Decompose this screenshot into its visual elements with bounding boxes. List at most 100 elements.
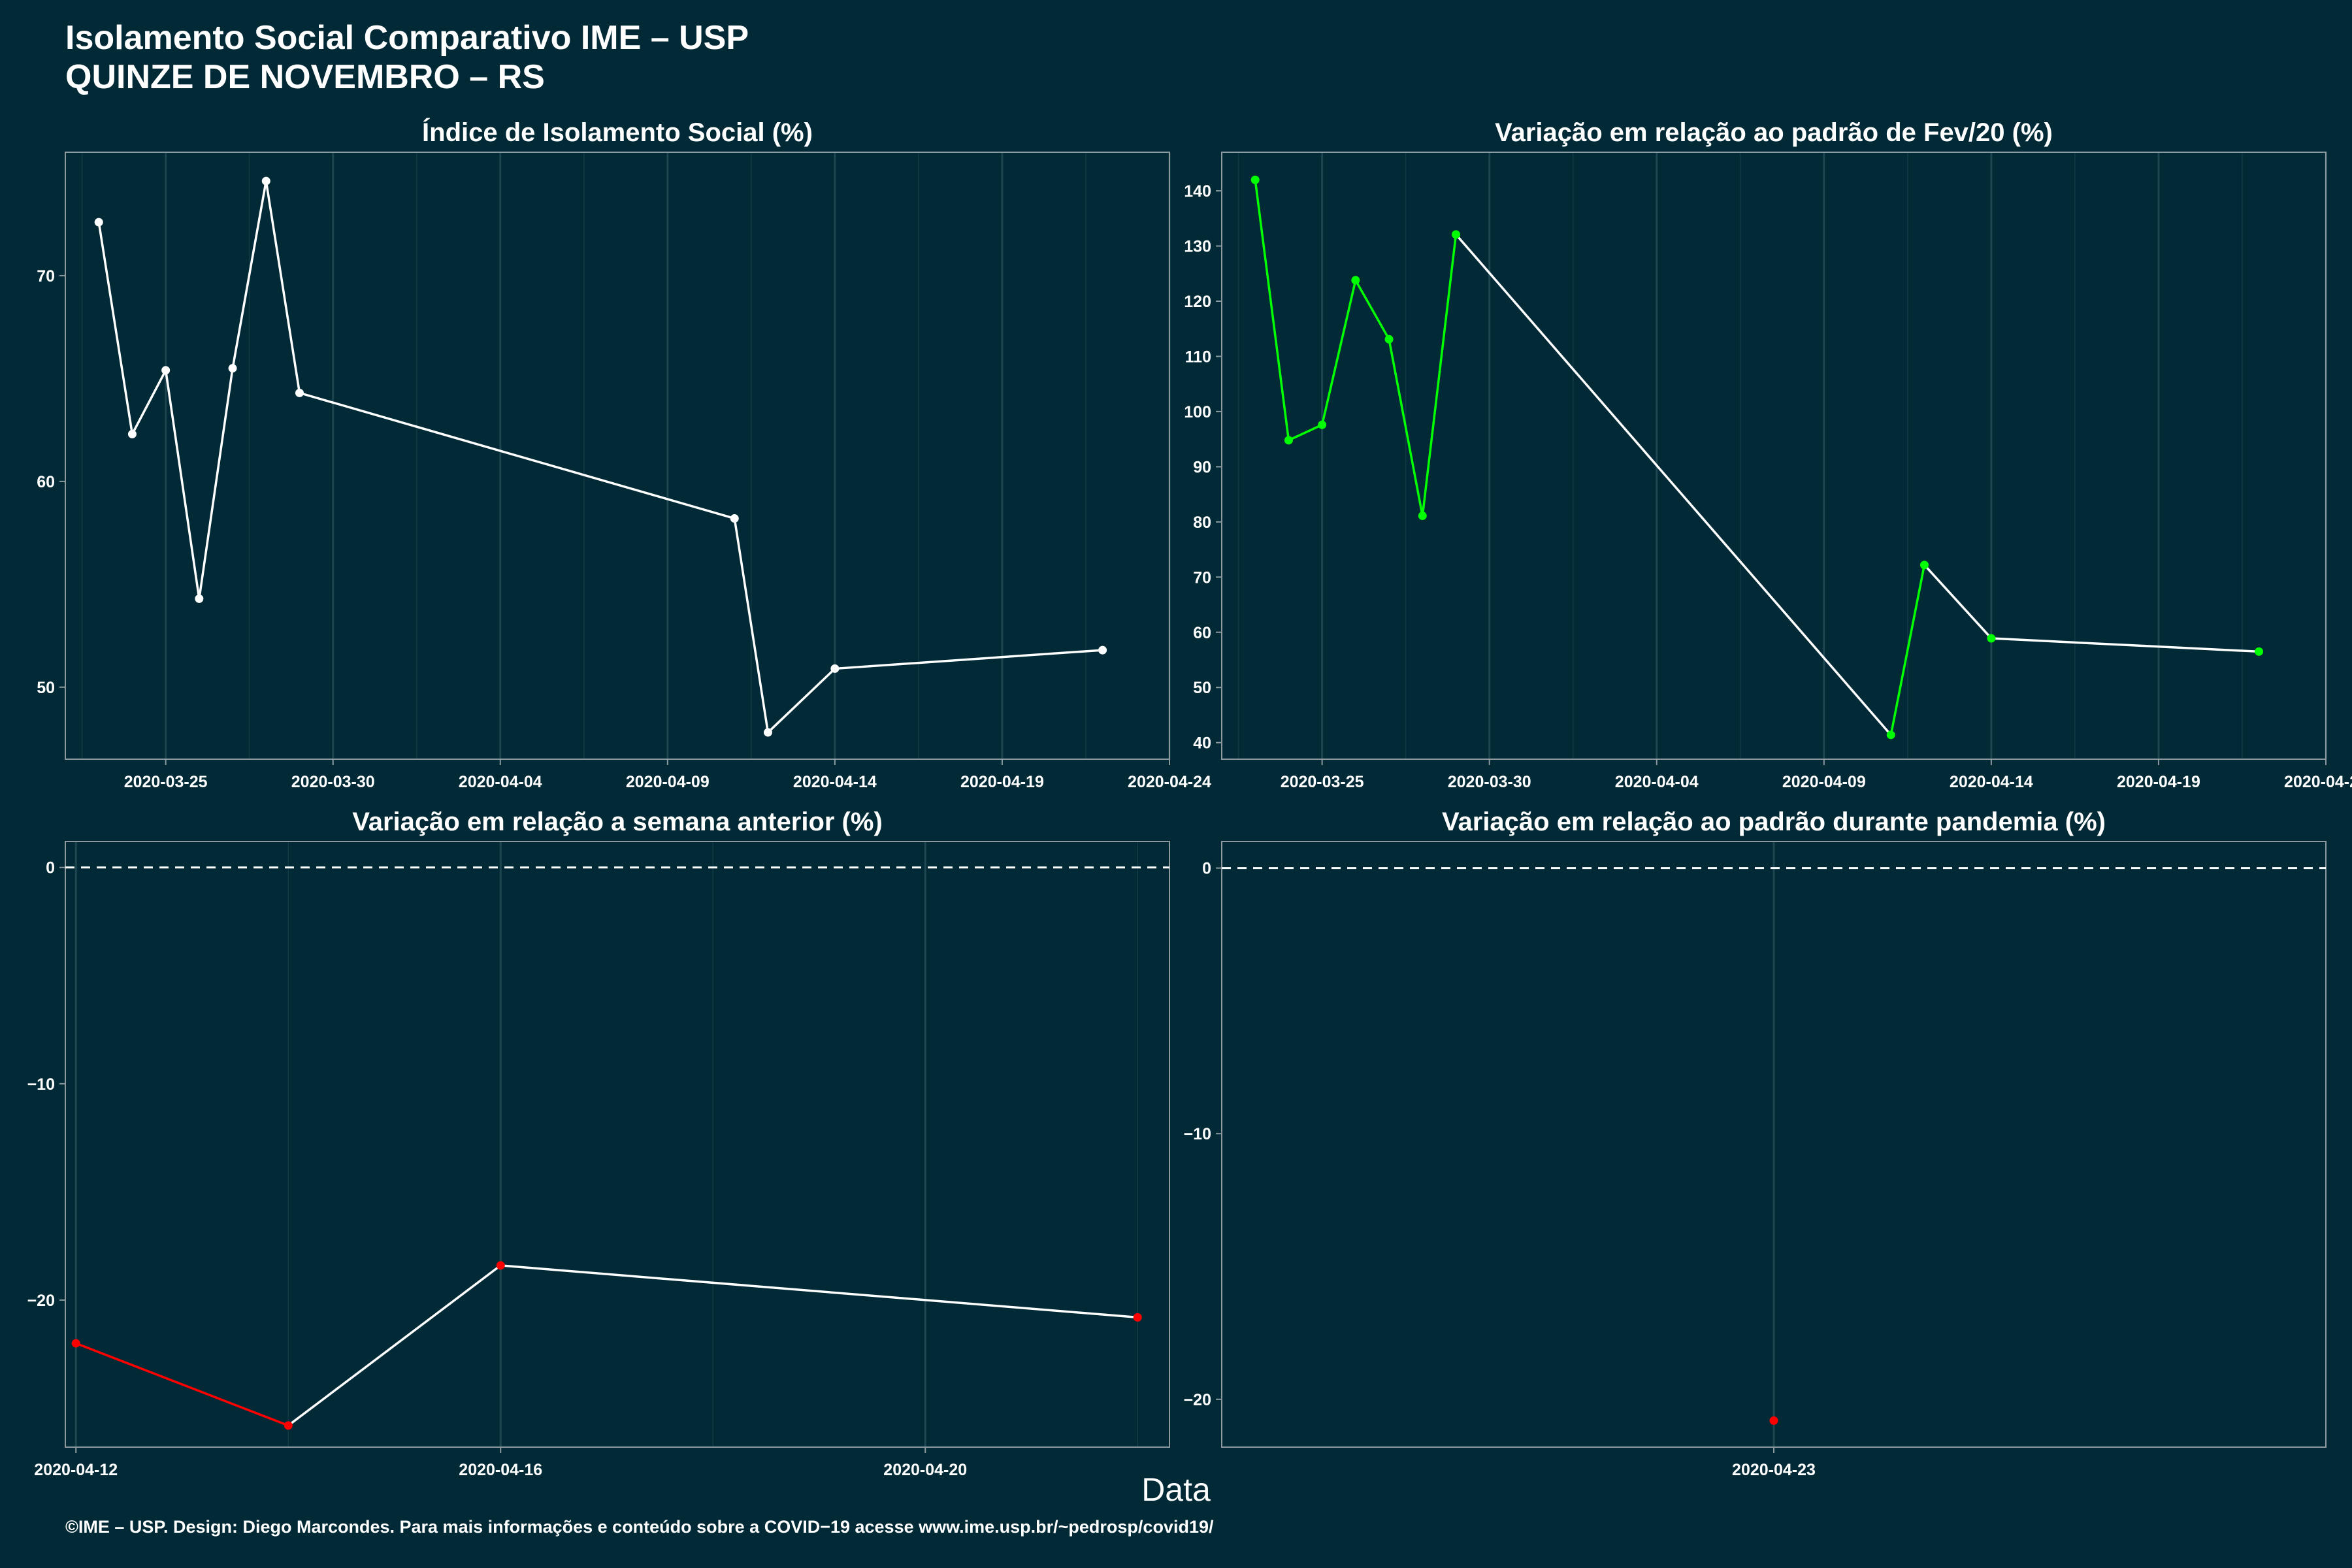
panel-title: Variação em relação ao padrão de Fev/20 … — [1495, 118, 2053, 147]
data-point — [1886, 730, 1895, 740]
data-point — [1451, 230, 1460, 239]
chart-panel-3: Variação em relação a semana anterior (%… — [27, 808, 1170, 1479]
series-segment — [97, 221, 134, 436]
data-point — [1284, 436, 1293, 445]
x-tick-label: 2020-04-24 — [2284, 773, 2352, 791]
series-segment — [298, 391, 736, 520]
y-tick-label: 70 — [1193, 568, 1211, 587]
series-segment — [733, 517, 770, 734]
x-tick-label: 2020-04-19 — [960, 773, 1044, 791]
series-segment — [1254, 178, 1290, 442]
y-tick-label: 140 — [1184, 182, 1211, 201]
data-point — [730, 514, 739, 523]
chart-title-line1: Isolamento Social Comparativo IME – USP — [65, 19, 749, 57]
x-tick-label: 2020-03-30 — [1448, 773, 1531, 791]
data-point — [261, 176, 270, 186]
data-point — [1250, 175, 1260, 184]
data-point — [1133, 1313, 1142, 1322]
data-point — [1351, 276, 1360, 285]
x-tick-label: 2020-03-25 — [124, 773, 208, 791]
y-tick-label: 100 — [1184, 403, 1211, 421]
series-segment — [1889, 563, 1926, 736]
data-point — [127, 429, 137, 438]
data-point — [284, 1421, 293, 1430]
data-point — [195, 594, 204, 603]
plot-area — [1222, 152, 2326, 759]
y-tick-label: 130 — [1184, 238, 1211, 256]
panel-title: Variação em relação a semana anterior (%… — [352, 808, 883, 836]
series-segment — [131, 369, 167, 436]
panel-title: Variação em relação ao padrão durante pa… — [1442, 808, 2106, 836]
data-point — [1987, 634, 1996, 643]
series-segment — [164, 369, 201, 600]
data-point — [1318, 420, 1327, 429]
y-tick-label: 110 — [1185, 348, 1211, 366]
x-tick-label: 2020-04-04 — [1615, 773, 1699, 791]
y-tick-label: −20 — [27, 1292, 55, 1310]
footer-credits: ©IME – USP. Design: Diego Marcondes. Par… — [65, 1517, 1214, 1537]
data-point — [2255, 647, 2264, 656]
data-point — [496, 1261, 505, 1270]
x-tick-label: 2020-04-20 — [883, 1461, 967, 1479]
chart-panel-4: Variação em relação ao padrão durante pa… — [1184, 808, 2327, 1479]
series-segment — [1388, 338, 1424, 517]
x-tick-label: 2020-04-23 — [1732, 1461, 1816, 1479]
x-tick-label: 2020-04-09 — [1782, 773, 1866, 791]
y-tick-label: 50 — [37, 679, 55, 697]
x-tick-label: 2020-04-14 — [1950, 773, 2033, 791]
plot-border — [65, 152, 1170, 760]
x-tick-label: 2020-03-30 — [291, 773, 375, 791]
series-segment — [1421, 233, 1458, 517]
x-tick-label: 2020-03-25 — [1281, 773, 1364, 791]
x-tick-label: 2020-04-04 — [459, 773, 542, 791]
y-tick-label: 50 — [1193, 679, 1211, 697]
series-segment — [231, 180, 268, 370]
series-segment — [198, 367, 234, 600]
x-tick-label: 2020-04-12 — [34, 1461, 118, 1479]
y-tick-label: 60 — [1193, 624, 1211, 642]
data-point — [763, 728, 772, 737]
series-segment — [287, 1264, 502, 1427]
data-point — [228, 364, 237, 373]
series-segment — [1454, 233, 1892, 736]
x-tick-label: 2020-04-19 — [2117, 773, 2200, 791]
y-tick-label: 70 — [37, 267, 55, 286]
x-tick-label: 2020-04-14 — [793, 773, 877, 791]
plot-border — [65, 841, 1170, 1448]
x-tick-label: 2020-04-24 — [1128, 773, 1211, 791]
data-point — [94, 218, 103, 227]
y-tick-label: −20 — [1184, 1391, 1211, 1409]
series-segment — [74, 1342, 289, 1427]
chart-panel-2: Variação em relação ao padrão de Fev/20 … — [1184, 118, 2352, 791]
data-point — [1098, 645, 1107, 655]
x-tick-label: 2020-04-09 — [626, 773, 710, 791]
series-segment — [1354, 279, 1390, 341]
y-tick-label: 0 — [1202, 860, 1211, 878]
series-segment — [499, 1264, 1139, 1319]
series-segment — [265, 180, 301, 395]
series-segment — [834, 649, 1104, 670]
data-point — [830, 664, 840, 673]
plot-area — [65, 841, 1169, 1447]
panel-title: Índice de Isolamento Social (%) — [422, 118, 813, 147]
series-segment — [766, 667, 836, 734]
x-tick-label: 2020-04-16 — [459, 1461, 542, 1479]
data-point — [1384, 335, 1394, 344]
y-tick-label: 60 — [37, 473, 55, 491]
y-tick-label: 120 — [1184, 293, 1211, 311]
plot-border — [1221, 152, 2327, 760]
y-tick-label: 90 — [1193, 458, 1211, 476]
data-point — [1418, 512, 1427, 521]
series-segment — [1287, 423, 1324, 442]
series-segment — [1990, 637, 2261, 653]
y-tick-label: 0 — [46, 859, 55, 877]
y-tick-label: −10 — [1184, 1125, 1211, 1143]
y-tick-label: 80 — [1193, 514, 1211, 532]
data-point — [71, 1339, 80, 1348]
series-segment — [1320, 279, 1357, 426]
plot-area — [65, 152, 1169, 759]
x-axis-label: Data — [1141, 1471, 1211, 1508]
y-tick-label: −10 — [27, 1075, 55, 1094]
chart-title-line2: QUINZE DE NOVEMBRO – RS — [65, 58, 545, 96]
